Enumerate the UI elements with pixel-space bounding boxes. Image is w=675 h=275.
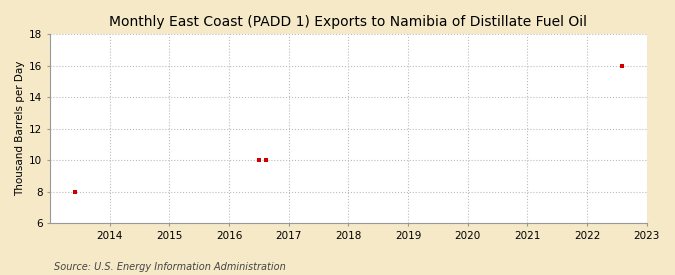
- Point: [254, 158, 265, 162]
- Point: [616, 64, 627, 68]
- Title: Monthly East Coast (PADD 1) Exports to Namibia of Distillate Fuel Oil: Monthly East Coast (PADD 1) Exports to N…: [109, 15, 587, 29]
- Point: [261, 158, 271, 162]
- Point: [70, 189, 80, 194]
- Y-axis label: Thousand Barrels per Day: Thousand Barrels per Day: [15, 61, 25, 196]
- Text: Source: U.S. Energy Information Administration: Source: U.S. Energy Information Administ…: [54, 262, 286, 272]
